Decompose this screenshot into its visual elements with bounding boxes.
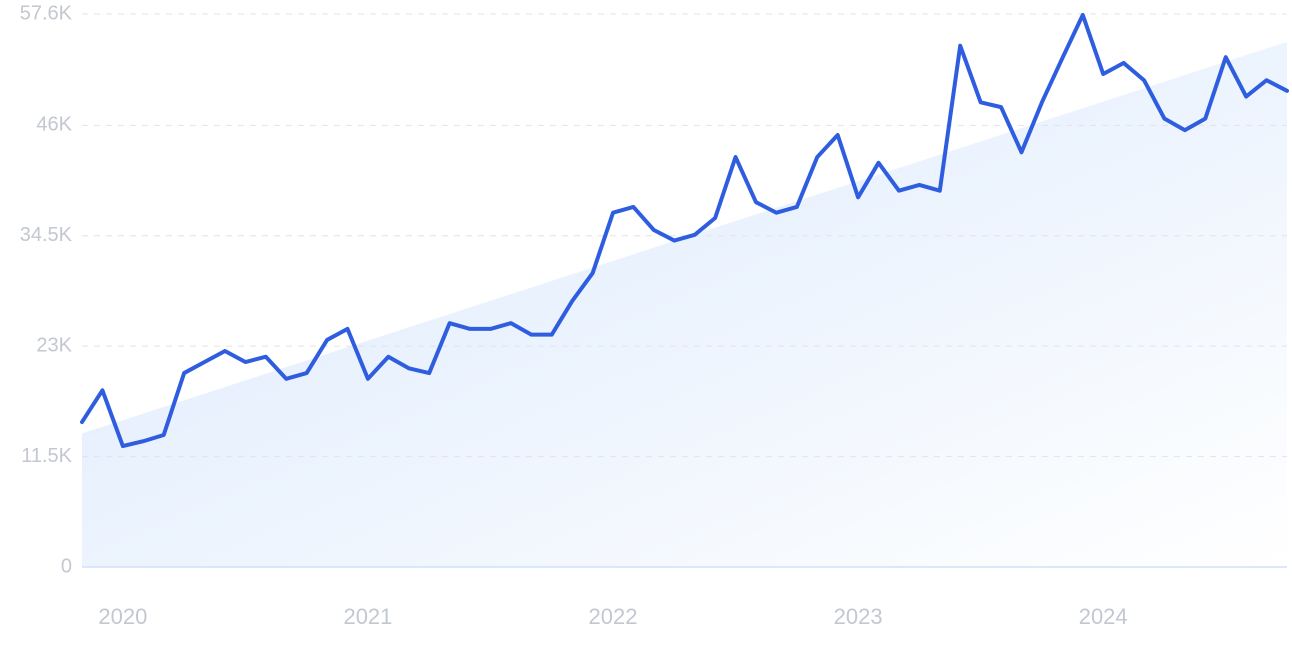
y-tick-label: 57.6K [20,2,73,24]
x-tick-label: 2023 [834,604,883,629]
y-tick-label: 34.5K [20,224,73,246]
x-tick-label: 2022 [589,604,638,629]
y-tick-label: 0 [61,555,72,577]
y-tick-label: 46K [36,114,72,136]
x-tick-label: 2021 [343,604,392,629]
y-tick-label: 11.5K [21,445,72,467]
x-tick-label: 2024 [1079,604,1128,629]
y-tick-label: 23K [36,334,72,356]
line [80,12,1289,449]
x-tick-label: 2020 [98,604,147,629]
trend-area [82,41,1287,567]
